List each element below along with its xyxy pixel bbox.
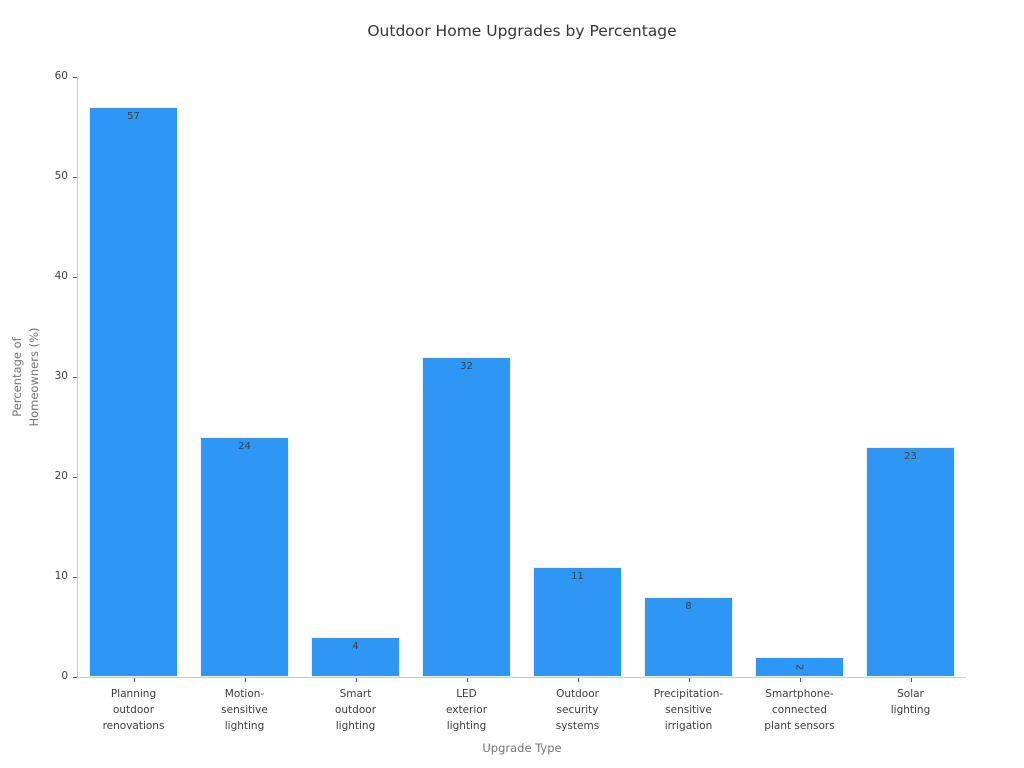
y-tick-mark bbox=[73, 377, 77, 378]
x-axis-label: Upgrade Type bbox=[482, 741, 562, 755]
bar-value-label: 4 bbox=[352, 641, 359, 652]
y-tick-label: 30 bbox=[54, 370, 68, 382]
bar-value-label: 11 bbox=[571, 571, 584, 582]
x-tick-label: Solar lighting bbox=[890, 688, 931, 716]
x-tick-mark bbox=[133, 678, 135, 682]
bar: 23 bbox=[866, 447, 955, 677]
y-tick-label: 0 bbox=[61, 670, 68, 682]
y-tick-label: 60 bbox=[54, 70, 68, 82]
y-tick-label: 50 bbox=[54, 170, 68, 182]
bar-value-label: 24 bbox=[238, 441, 251, 452]
x-tick-label: LED exterior lighting bbox=[445, 688, 488, 732]
x-tick-mark bbox=[577, 678, 579, 682]
bar-value-label: 8 bbox=[685, 601, 692, 612]
x-tick-mark bbox=[466, 678, 468, 682]
bar-value-label: 2 bbox=[793, 663, 805, 671]
bar: 8 bbox=[644, 597, 733, 677]
bar-value-label: 32 bbox=[460, 361, 473, 372]
bar: 11 bbox=[533, 567, 622, 677]
plot-area: 0 10 20 30 40 50 60 57 Planning outdoor renovati… bbox=[55, 70, 966, 732]
x-tick-mark bbox=[244, 678, 246, 682]
x-axis-spine bbox=[77, 677, 966, 678]
bar: 4 bbox=[311, 637, 400, 677]
y-tick-label: 40 bbox=[54, 270, 68, 282]
bar-value-label: 57 bbox=[127, 111, 140, 122]
bar-value-label: 23 bbox=[904, 451, 917, 462]
x-tick-label: Motion- sensitive lighting bbox=[221, 688, 268, 732]
x-tick-mark bbox=[799, 678, 801, 682]
y-tick-mark bbox=[73, 77, 77, 78]
x-tick-mark bbox=[355, 678, 357, 682]
y-axis-spine bbox=[77, 77, 78, 678]
x-tick-label: Planning outdoor renovations bbox=[102, 688, 165, 732]
bar: 57 bbox=[89, 107, 178, 677]
y-tick-mark bbox=[73, 177, 77, 178]
y-tick-label: 20 bbox=[54, 470, 68, 482]
x-tick-label: Smartphone- connected plant sensors bbox=[764, 688, 835, 732]
y-tick-mark bbox=[73, 677, 77, 678]
y-tick-mark bbox=[73, 277, 77, 278]
y-tick-mark bbox=[73, 477, 77, 478]
bar: 2 bbox=[755, 657, 844, 677]
x-tick-label: Outdoor security systems bbox=[555, 688, 600, 732]
x-tick-mark bbox=[910, 678, 912, 682]
y-tick-label: 10 bbox=[54, 570, 68, 582]
x-tick-label: Precipitation- sensitive irrigation bbox=[653, 688, 724, 732]
x-tick-mark bbox=[688, 678, 690, 682]
x-tick-label: Smart outdoor lighting bbox=[334, 688, 377, 732]
y-tick-mark bbox=[73, 577, 77, 578]
bar: 32 bbox=[422, 357, 511, 677]
chart-title: Outdoor Home Upgrades by Percentage bbox=[367, 22, 677, 40]
bar: 24 bbox=[200, 437, 289, 677]
